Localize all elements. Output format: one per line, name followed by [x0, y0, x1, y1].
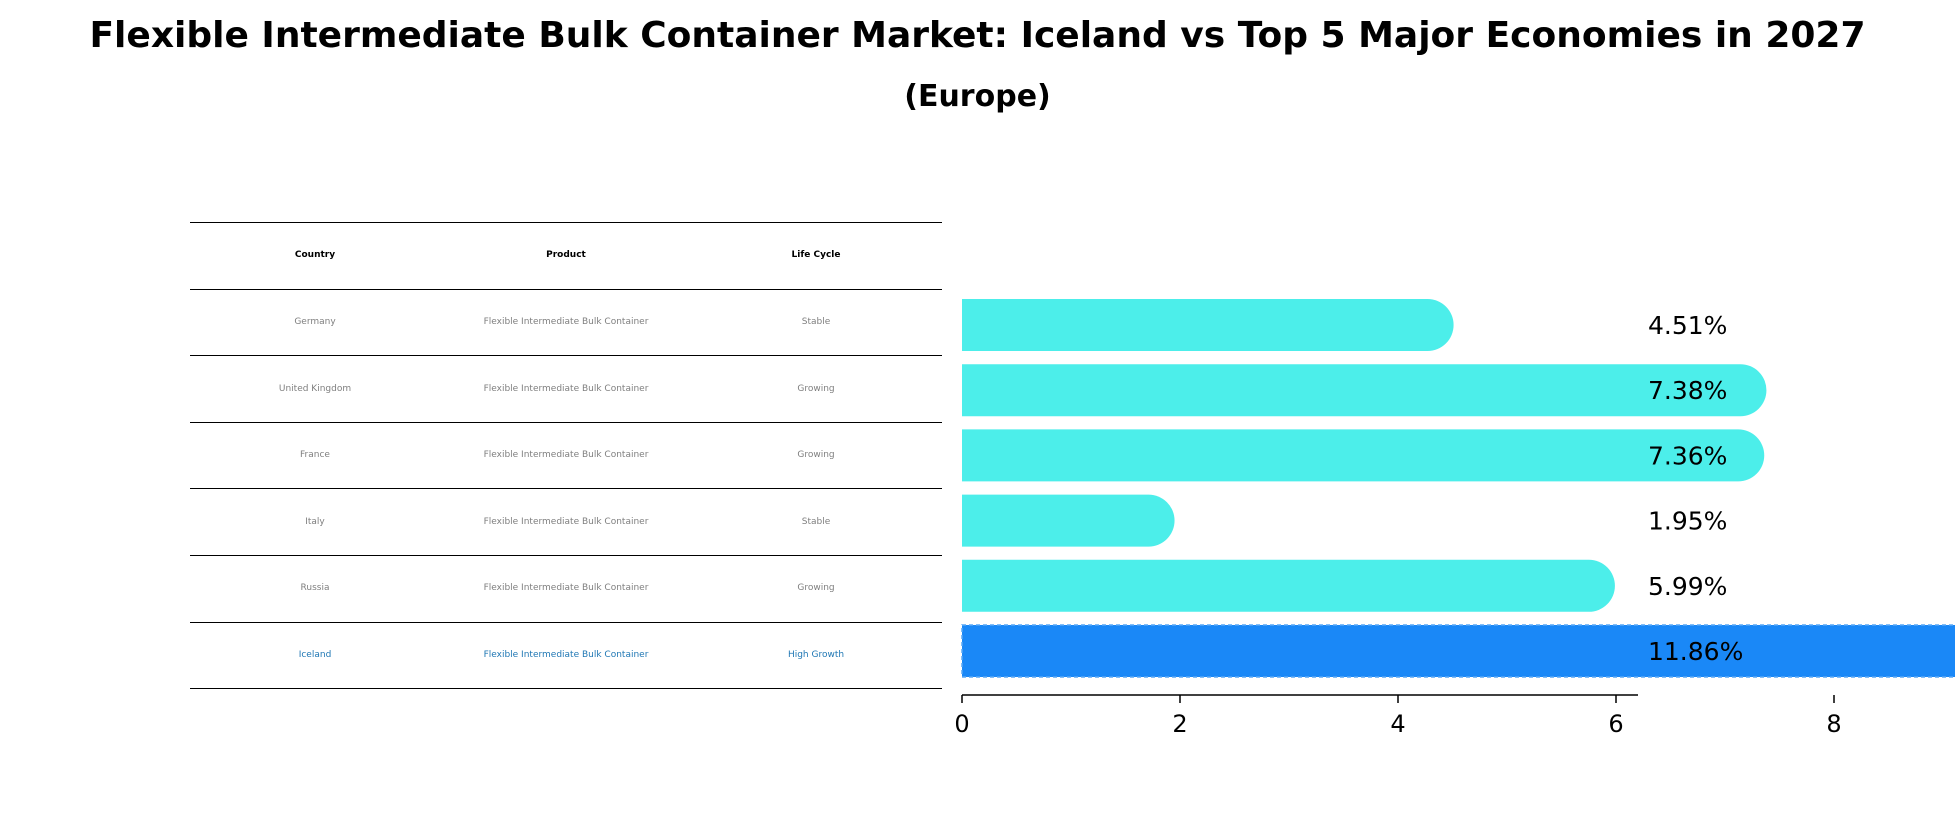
x-tick-label: 2: [1172, 710, 1187, 738]
chart-title: Flexible Intermediate Bulk Container Mar…: [89, 15, 1866, 56]
table-cell: Flexible Intermediate Bulk Container: [483, 516, 649, 527]
bar-france: [962, 429, 1765, 482]
table-cell: High Growth: [787, 649, 845, 660]
table-cell: Stable: [801, 316, 831, 327]
table-header-cell: Life Cycle: [791, 250, 841, 261]
chart-subtitle: (Europe): [904, 79, 1051, 114]
table-cell: Stable: [801, 516, 831, 527]
table-header-cell: Product: [546, 250, 586, 261]
value-label: 11.86%: [1648, 637, 1743, 666]
table-cell: United Kingdom: [278, 383, 352, 394]
table-rule: [190, 688, 942, 690]
x-tick-label: 0: [954, 710, 969, 738]
value-label: 7.36%: [1648, 441, 1727, 470]
table-cell: Growing: [797, 450, 835, 461]
table-cell: Flexible Intermediate Bulk Container: [483, 583, 649, 594]
table-cell: Iceland: [298, 649, 332, 660]
table-header-cell: Country: [294, 250, 336, 261]
value-label: 7.38%: [1648, 376, 1727, 405]
table-rule: [190, 621, 942, 623]
table-rule: [190, 421, 942, 423]
table-cell: Italy: [305, 516, 325, 527]
table-rule: [190, 488, 942, 490]
value-label: 4.51%: [1648, 311, 1727, 340]
table-cell: Flexible Intermediate Bulk Container: [483, 649, 649, 660]
table-cell: Flexible Intermediate Bulk Container: [483, 450, 649, 461]
table-cell: France: [300, 450, 330, 461]
table-cell: Russia: [300, 583, 330, 594]
table-rule: [190, 222, 942, 223]
bar-united-kingdom: [962, 364, 1767, 417]
value-label: 5.99%: [1648, 572, 1727, 601]
x-tick-label: 6: [1608, 710, 1623, 738]
bar-germany: [962, 299, 1454, 351]
table-rule: [190, 355, 942, 357]
table-cell: Flexible Intermediate Bulk Container: [483, 383, 649, 394]
value-label: 1.95%: [1648, 507, 1727, 536]
table-cell: Growing: [797, 583, 835, 594]
table-cell: Growing: [797, 383, 835, 394]
table-rule: [190, 555, 942, 556]
x-tick-label: 8: [1826, 710, 1841, 738]
bar-iceland: [961, 624, 1955, 678]
bar-russia: [962, 559, 1615, 612]
table-cell: Flexible Intermediate Bulk Container: [483, 316, 649, 327]
bar-italy: [962, 494, 1175, 547]
table-rule: [190, 288, 942, 290]
x-tick-label: 4: [1390, 710, 1405, 738]
table-cell: Germany: [294, 316, 336, 327]
